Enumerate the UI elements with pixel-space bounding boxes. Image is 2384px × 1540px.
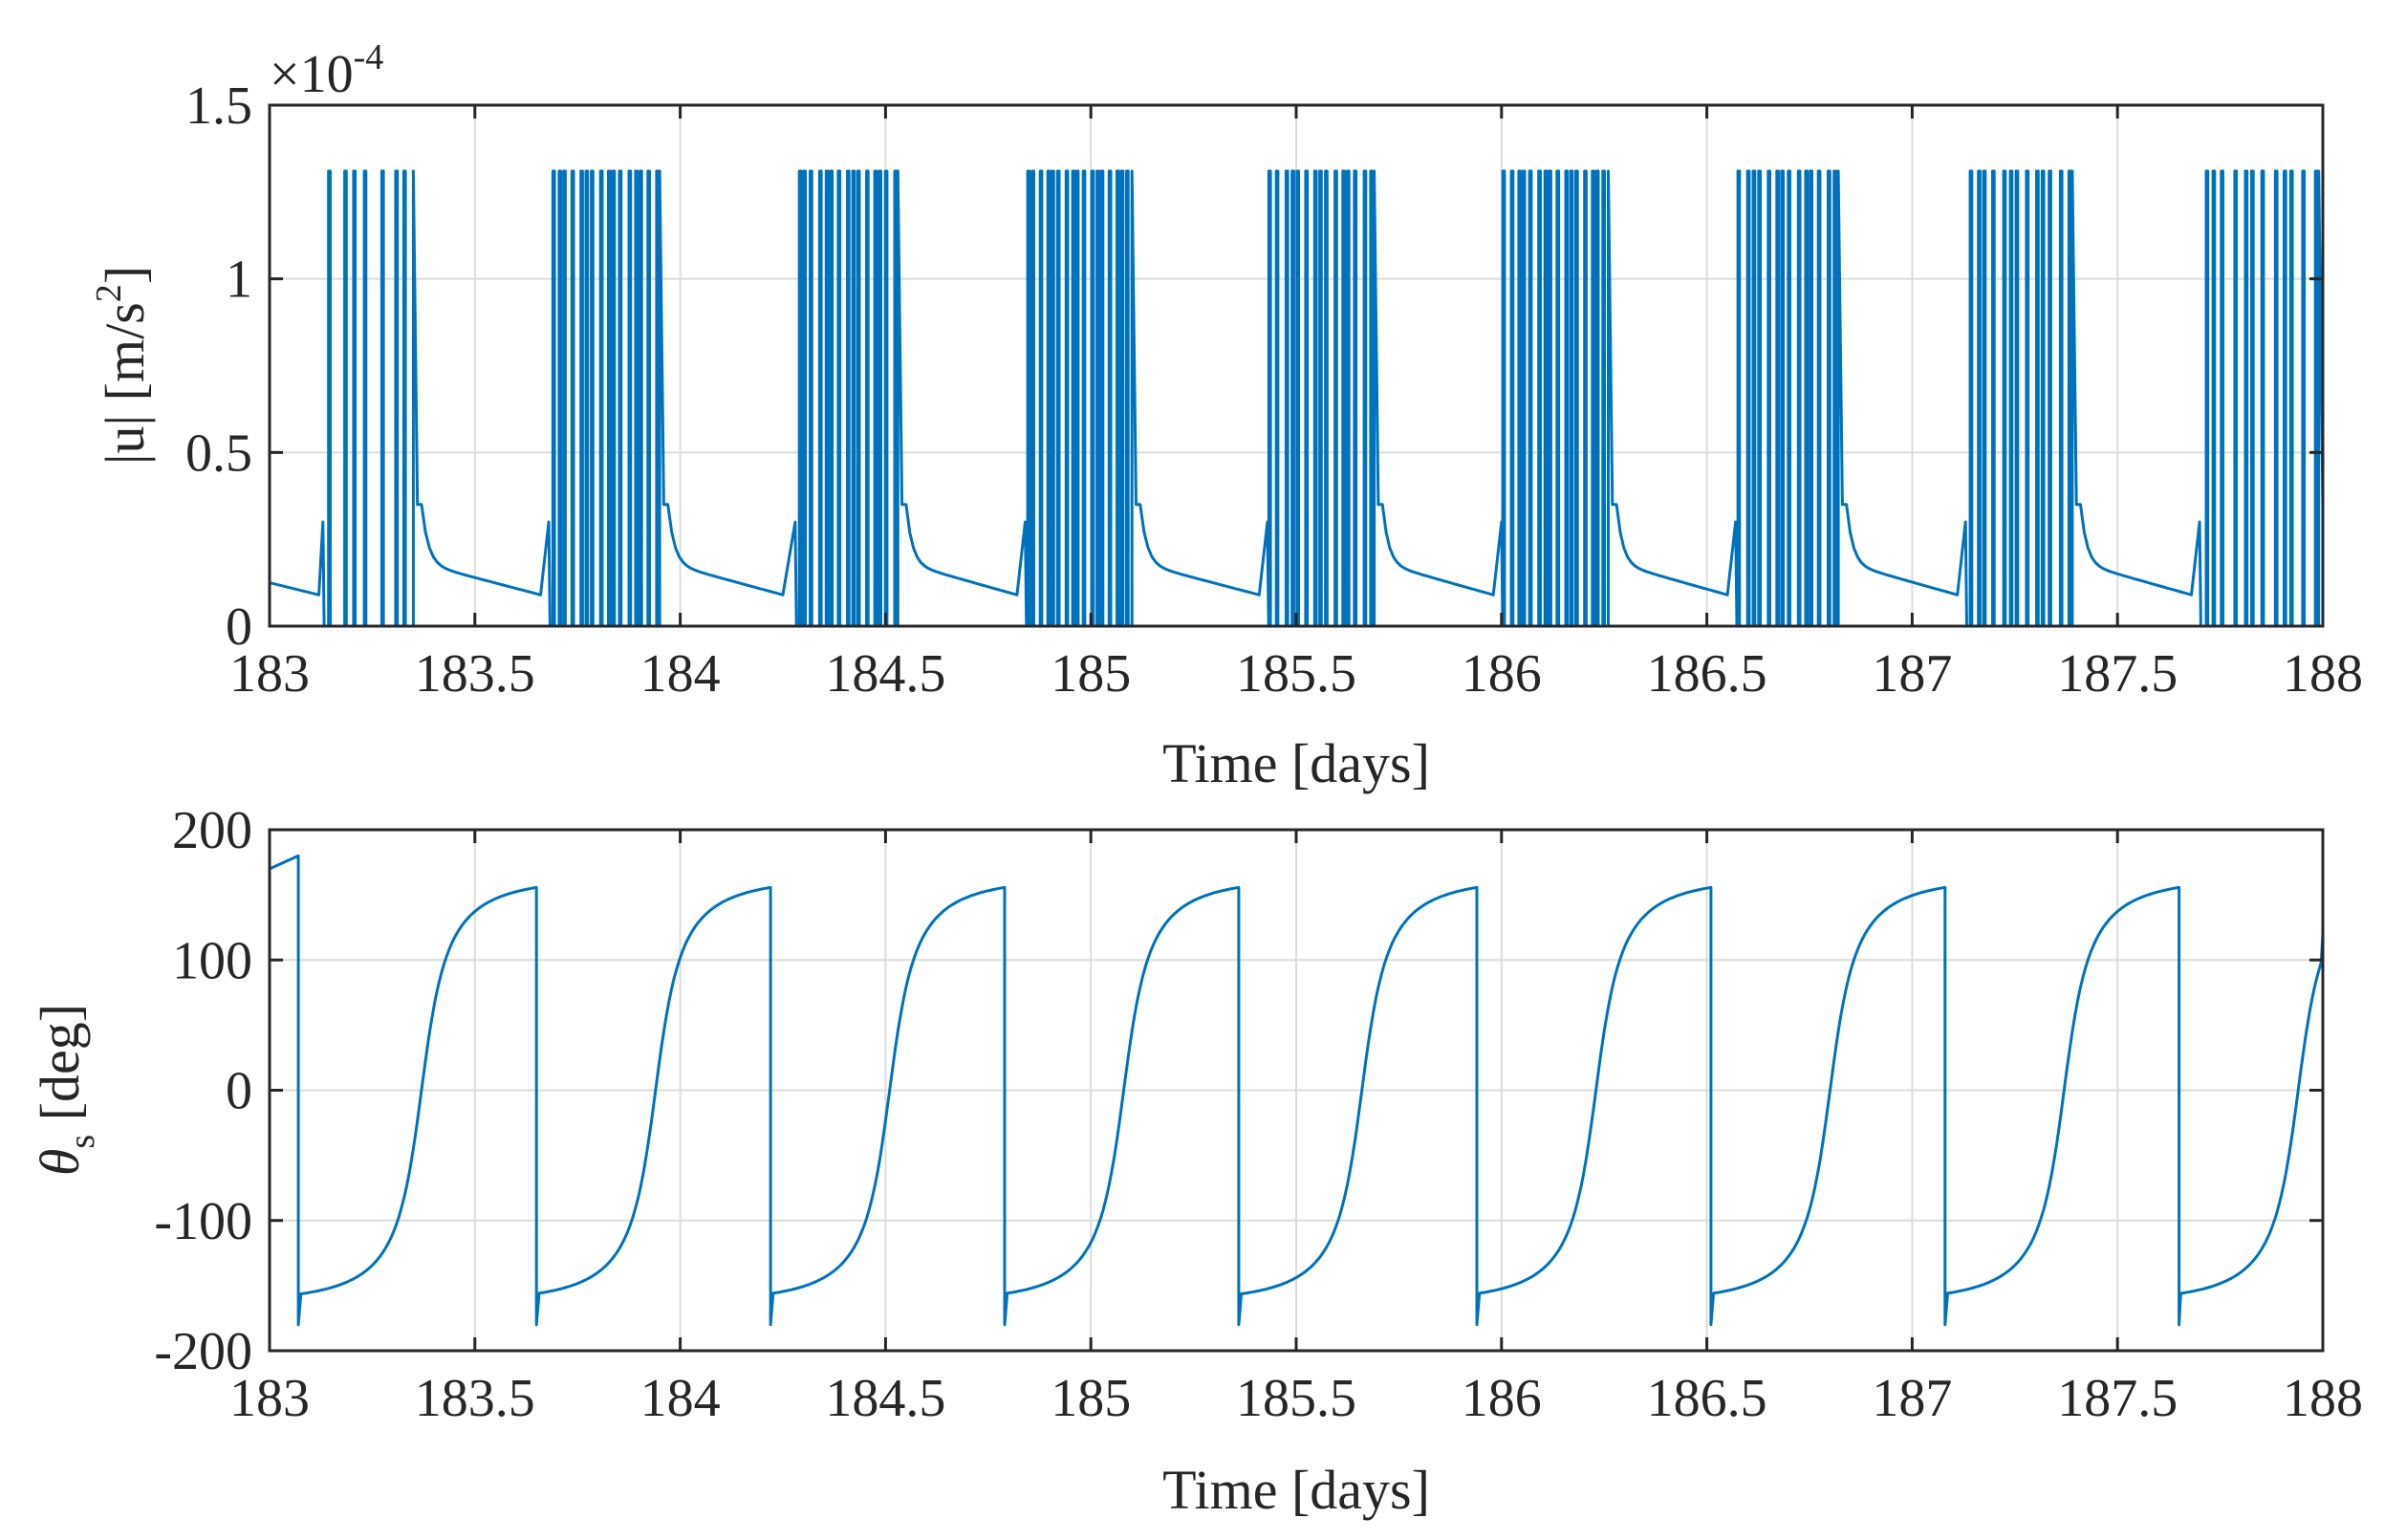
thrust-magnitude-chart: 183 183.5 184 184.5 185 185.5 186 186.5 187 187.5… xyxy=(89,37,2363,794)
y-tick-label: 100 xyxy=(172,931,252,990)
x-tick-label: 184.5 xyxy=(825,644,945,704)
top-y-label-prefix: |u| [m/s xyxy=(94,302,156,465)
x-tick-label: 187.5 xyxy=(2057,1369,2178,1428)
bottom-x-axis-label: Time [days] xyxy=(1162,1459,1430,1521)
y-tick-label: 0.5 xyxy=(185,423,252,483)
y-tick-label: 0 xyxy=(226,597,252,657)
x-tick-label: 183 xyxy=(229,1369,310,1428)
x-tick-label: 184.5 xyxy=(825,1369,945,1428)
top-ticks: 183 183.5 184 184.5 185 185.5 186 186.5 187 187.5… xyxy=(185,76,2363,704)
bottom-gridlines xyxy=(270,830,2323,1351)
x-tick-label: 183.5 xyxy=(415,644,535,704)
x-tick-label: 186 xyxy=(1462,1369,1542,1428)
bottom-y-label-symbol: θ xyxy=(29,1149,91,1177)
top-y-axis-label: |u| [m/s2] xyxy=(89,266,156,465)
top-x-axis-label: Time [days] xyxy=(1162,732,1430,794)
top-y-label-suffix: ] xyxy=(94,266,156,284)
x-tick-label: 183 xyxy=(229,644,310,704)
x-tick-label: 185.5 xyxy=(1236,1369,1356,1428)
y-tick-label: -200 xyxy=(154,1322,252,1381)
top-exponent-label: ×10-4 xyxy=(270,37,383,104)
y-tick-label: 200 xyxy=(172,801,252,860)
x-tick-label: 186.5 xyxy=(1647,644,1767,704)
x-tick-label: 185.5 xyxy=(1236,644,1356,704)
x-tick-label: 188 xyxy=(2283,644,2363,704)
x-tick-label: 185 xyxy=(1051,644,1131,704)
x-tick-label: 186 xyxy=(1462,644,1542,704)
exponent-base: ×10 xyxy=(270,45,354,104)
bottom-plot-area xyxy=(269,854,2325,1327)
series-line-θs xyxy=(269,854,2325,1327)
exponent-power: -4 xyxy=(354,37,384,77)
y-tick-label: 0 xyxy=(226,1062,252,1121)
x-tick-label: 183.5 xyxy=(415,1369,535,1428)
sun-angle-chart: 183 183.5 184 184.5 185 185.5 186 186.5 187 187.5… xyxy=(29,801,2363,1521)
x-tick-label: 184 xyxy=(640,1369,721,1428)
x-tick-label: 188 xyxy=(2283,1369,2363,1428)
x-tick-label: 187.5 xyxy=(2057,644,2178,704)
x-tick-label: 185 xyxy=(1051,1369,1131,1428)
y-tick-label: 1 xyxy=(226,250,252,310)
x-tick-label: 184 xyxy=(640,644,721,704)
bottom-ticks: 183 183.5 184 184.5 185 185.5 186 186.5 187 187.5… xyxy=(154,801,2363,1428)
x-tick-label: 186.5 xyxy=(1647,1369,1767,1428)
bottom-y-label-sub: s xyxy=(62,1135,102,1149)
y-tick-label: -100 xyxy=(154,1192,252,1251)
y-tick-label: 1.5 xyxy=(185,76,252,136)
x-tick-label: 187 xyxy=(1872,644,1952,704)
bottom-y-label-suffix: [deg] xyxy=(29,1004,91,1135)
bottom-y-axis-label: θs [deg] xyxy=(29,1004,102,1176)
x-tick-label: 187 xyxy=(1872,1369,1952,1428)
top-y-label-sup: 2 xyxy=(89,284,129,302)
